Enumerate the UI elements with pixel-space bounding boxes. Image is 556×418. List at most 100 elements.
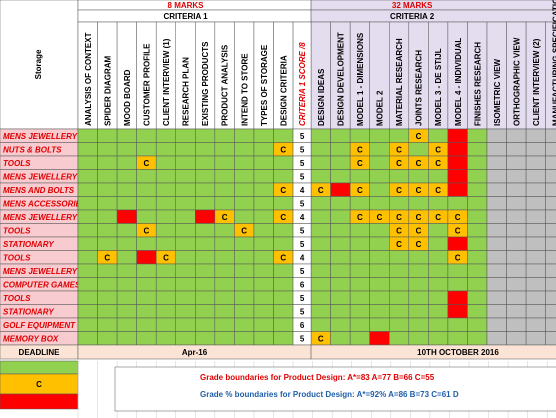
column-header: RESEARCH PLAN [182,57,191,126]
cell [349,250,370,265]
cell [447,182,468,197]
cell [486,277,507,292]
cell [310,169,331,184]
row-label: MENS JEWELLERY [3,267,78,276]
cell [214,277,235,292]
cell [273,331,294,346]
cell [195,196,216,211]
cell-mark: C [357,145,363,154]
cell [330,290,351,305]
cell [253,250,274,265]
cell [97,128,118,143]
cell [506,304,527,319]
cell [77,169,98,184]
column-header: CLIENT INTERVIEW (2) [532,38,541,126]
cell [253,182,274,197]
cell-mark: C [222,213,228,222]
cell [273,128,294,143]
cell [330,169,351,184]
cell [136,277,157,292]
cell [467,155,488,170]
row-label: MENS JEWELLERY [3,132,78,141]
cell [525,236,546,251]
cell [136,169,157,184]
cell [467,331,488,346]
row-label: MENS JEWELLERY [3,172,78,181]
cell [447,169,468,184]
cell [175,331,196,346]
cell-mark: C [163,253,169,262]
cell [525,169,546,184]
column-header: INTEND TO STORE [240,53,249,126]
cell [253,304,274,319]
cell [97,236,118,251]
cell [506,263,527,278]
cell [545,196,556,211]
cell [175,263,196,278]
cell [234,142,255,157]
cell [467,128,488,143]
cell [349,277,370,292]
column-header: FINISHES RESEARCH [473,42,482,126]
cell [447,290,468,305]
cell [77,128,98,143]
cell [525,263,546,278]
cell [349,331,370,346]
cell [195,250,216,265]
cell [467,142,488,157]
cell [408,142,429,157]
cell [506,236,527,251]
cell [136,142,157,157]
cell [253,169,274,184]
cell-mark: C [416,226,422,235]
cell [389,317,410,332]
cell [155,263,176,278]
cell [136,250,157,265]
grade-note: Grade boundaries for Product Design: A*=… [200,373,435,382]
cell [175,236,196,251]
cell [77,331,98,346]
cell [389,128,410,143]
cell [545,128,556,143]
cell [77,209,98,224]
cell [253,263,274,278]
cell [408,169,429,184]
cell [273,236,294,251]
score: 5 [300,294,305,303]
cell [310,128,331,143]
cell [310,263,331,278]
cell [545,277,556,292]
cell-mark: C [357,186,363,195]
column-header: MATERIAL RESEARCH [395,38,404,126]
cell [545,223,556,238]
cell [467,236,488,251]
column-header: MODEL 3 - DE STIJL [434,48,443,126]
cell [175,317,196,332]
cell [97,169,118,184]
cell [234,169,255,184]
cell [545,304,556,319]
row-label: STATIONARY [3,307,54,316]
cell [545,169,556,184]
column-header: ISOMETRIC VIEW [493,58,502,126]
cell [77,250,98,265]
cell [175,277,196,292]
legend-key [0,393,79,410]
legend-key [0,360,79,375]
cell-mark: C [396,159,402,168]
score: 4 [300,213,305,222]
cell [349,304,370,319]
cell [97,277,118,292]
cell [310,236,331,251]
column-header: MODEL 2 [376,90,385,126]
cell [369,317,390,332]
cell [330,142,351,157]
cell [136,196,157,211]
cell [369,331,390,346]
cell [155,182,176,197]
cell [214,169,235,184]
cell [97,263,118,278]
cell [408,263,429,278]
cell [214,250,235,265]
cell [234,263,255,278]
